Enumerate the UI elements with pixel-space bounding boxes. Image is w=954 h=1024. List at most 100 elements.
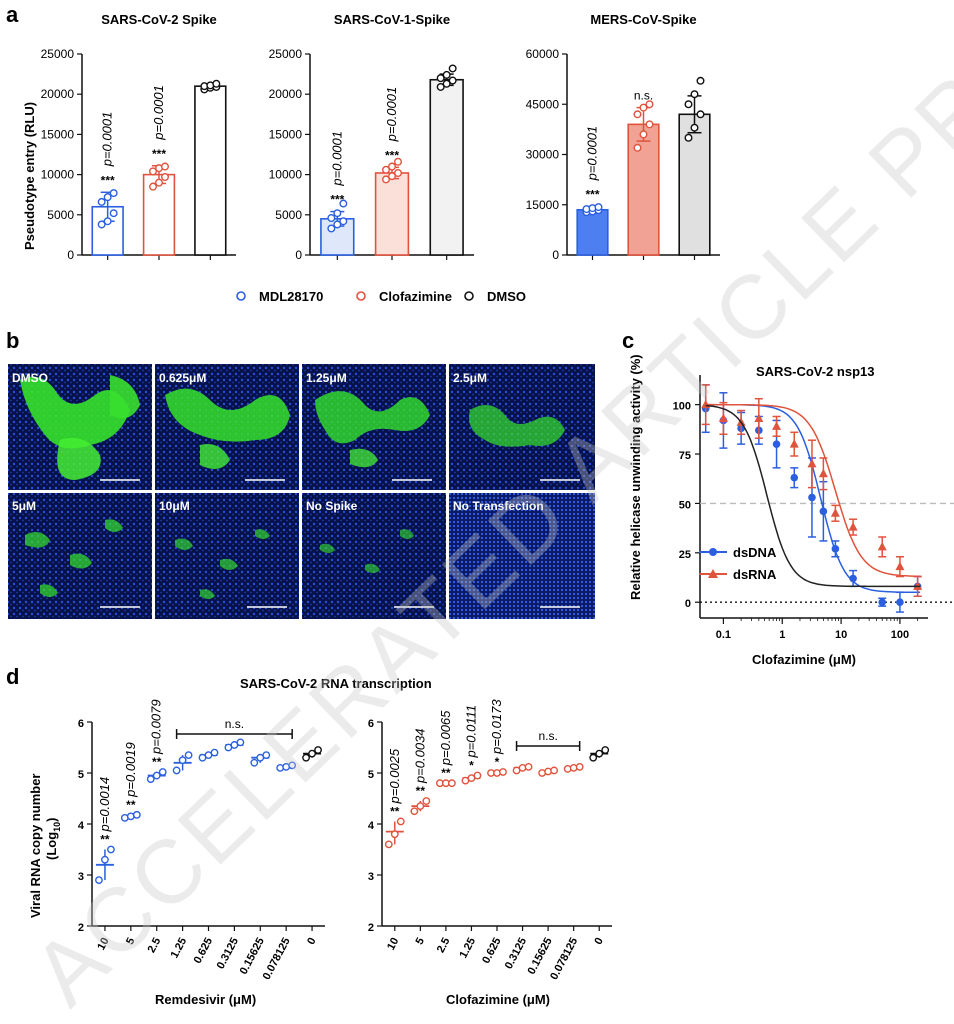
bar-point-2-2-5 [696, 76, 705, 85]
micrograph-label-no-spike: No Spike [306, 499, 358, 513]
d-xtick-label-1-0: 10 [385, 936, 401, 952]
c-point-dsrna-5 [789, 439, 799, 448]
bar-point-2-1-4 [639, 103, 648, 112]
bar-0-1 [142, 173, 176, 256]
d-xtick-label-1-1: 5 [414, 936, 427, 947]
micrograph-10: 10μM [155, 493, 299, 619]
d-xtick-label-0-8: 0 [305, 936, 318, 947]
panel-c-dose-response: 0 25 50 75 100 0.1 1 10 100 [673, 375, 954, 641]
d-ytick-label-0-1: 3 [78, 871, 84, 883]
d-ns-label-1: n.s. [538, 729, 557, 743]
c-point-dsdna-10 [878, 598, 887, 606]
d-ytick-label-1-4: 6 [368, 718, 374, 730]
bar-point-0-0-3 [97, 197, 106, 206]
micrograph-125: 1.25μM [302, 364, 446, 490]
bar-point-2-2-0 [684, 133, 693, 142]
bar-point-2-1-1 [639, 130, 648, 139]
d-pvalue-1-0: p=0.0025 [387, 748, 402, 804]
d-stars-0-0: ** [100, 833, 110, 847]
d-stars-1-0: ** [390, 804, 400, 818]
bar-point-0-0-1 [103, 217, 112, 226]
bar-point-0-1-0 [148, 182, 157, 191]
bar-point-1-0-3 [327, 214, 336, 223]
d-ytick-label-0-3: 5 [78, 769, 84, 781]
d-pvalue-1-1: p=0.0034 [412, 728, 427, 784]
c-xtick-label-3: 100 [891, 629, 909, 641]
d-point-1-2-2 [447, 779, 456, 788]
bar-2-2 [678, 113, 711, 256]
bar-point-1-0-2 [339, 217, 348, 226]
micrograph-label-0625: 0.625μM [159, 371, 206, 385]
bar-chart-title-2: MERS-CoV-Spike [590, 12, 696, 27]
d-point-0-4-2 [210, 748, 219, 757]
bar-1-2 [429, 78, 464, 256]
bar-point-1-0-5 [339, 199, 348, 208]
panel-letter-b: b [6, 328, 19, 353]
bar-point-1-0-1 [333, 220, 342, 229]
d-ytick-label-1-0: 2 [368, 922, 374, 934]
bar-point-0-0-2 [109, 209, 118, 218]
bar-point-2-2-4 [690, 90, 699, 99]
d-xtick-label-0-0: 10 [95, 936, 111, 952]
d-ytick-label-0-2: 4 [78, 820, 85, 832]
legend-label-dsdna: dsDNA [733, 545, 777, 560]
d-point-0-6-2 [262, 751, 271, 760]
d-point-1-7-2 [575, 762, 584, 771]
bar-ytick-label-2-1: 15000 [526, 198, 560, 212]
c-point-dsdna-6 [808, 493, 816, 502]
bar-point-2-0-5 [594, 203, 603, 212]
d-point-0-8-1 [308, 749, 316, 758]
d-point-1-8-0 [589, 753, 598, 762]
bar-point-1-2-1 [442, 79, 451, 88]
bar-2-0 [576, 208, 609, 256]
d-point-0-2-0 [146, 775, 155, 784]
d-xtick-label-0-4: 0.625 [192, 936, 216, 966]
d-xtick-label-0-6: 0.15625 [238, 936, 267, 977]
panel-letter-c: c [622, 328, 634, 353]
d-stars-0-2: ** [152, 755, 162, 769]
d-point-0-3-0 [172, 766, 181, 775]
c-ytick-label-4: 100 [673, 401, 691, 413]
bar-point-1-2-2 [448, 76, 457, 85]
d-point-0-5-2 [236, 738, 245, 747]
micrograph-label-dmso: DMSO [12, 371, 48, 385]
panel-c-title: SARS-CoV-2 nsp13 [756, 364, 874, 379]
d-point-0-0-2 [107, 845, 115, 854]
d-point-1-5-2 [524, 762, 533, 771]
d-point-0-3-1 [178, 756, 187, 765]
micrograph-label-5: 5μM [12, 499, 36, 513]
bar-point-0-1-1 [154, 178, 163, 187]
d-point-0-8-0 [302, 753, 310, 762]
c-point-dsrna-10 [877, 541, 887, 551]
micrograph-0625: 0.625μM [155, 364, 299, 490]
d-ns-label-0: n.s. [225, 717, 244, 731]
bar-pvalue-0-0: p=0.0001 [100, 112, 115, 168]
d-pvalue-0-1: p=0.0019 [123, 742, 138, 798]
legend-label-mdl28170: MDL28170 [259, 289, 323, 304]
c-point-dsrna-12 [913, 581, 923, 590]
c-point-dsdna-7 [819, 507, 828, 516]
bar-point-0-1-5 [160, 162, 169, 171]
c-point-dsrna-9 [848, 522, 858, 531]
d-xtick-label-1-3: 1.25 [457, 936, 478, 961]
d-point-0-6-0 [250, 758, 259, 767]
c-point-dsrna-1 [718, 413, 728, 422]
c-ytick-label-1: 25 [679, 549, 691, 561]
d-point-1-0-2 [396, 817, 405, 826]
d-ytick-label-0-4: 6 [78, 718, 84, 730]
d-point-1-4-2 [499, 768, 507, 776]
d-pvalue-1-2: p=0.0065 [438, 710, 453, 766]
bar-point-2-1-3 [633, 110, 642, 119]
bar-point-1-1-0 [382, 175, 391, 184]
bar-stars-0-0: *** [101, 173, 115, 187]
d-point-0-0-0 [95, 876, 103, 884]
bar-point-0-2-5 [212, 79, 221, 88]
legend-marker-mdl28170 [236, 291, 246, 301]
c-point-dsrna-3 [754, 413, 764, 422]
bar-ytick-label-2-0: 0 [552, 248, 559, 262]
bar-point-0-0-4 [103, 193, 112, 202]
bar-ytick-label-1-5: 25000 [269, 47, 303, 61]
c-fit-curve-fit-black [705, 404, 921, 588]
legend-marker-dsrna [708, 569, 718, 578]
c-ytick-label-3: 75 [679, 450, 691, 462]
